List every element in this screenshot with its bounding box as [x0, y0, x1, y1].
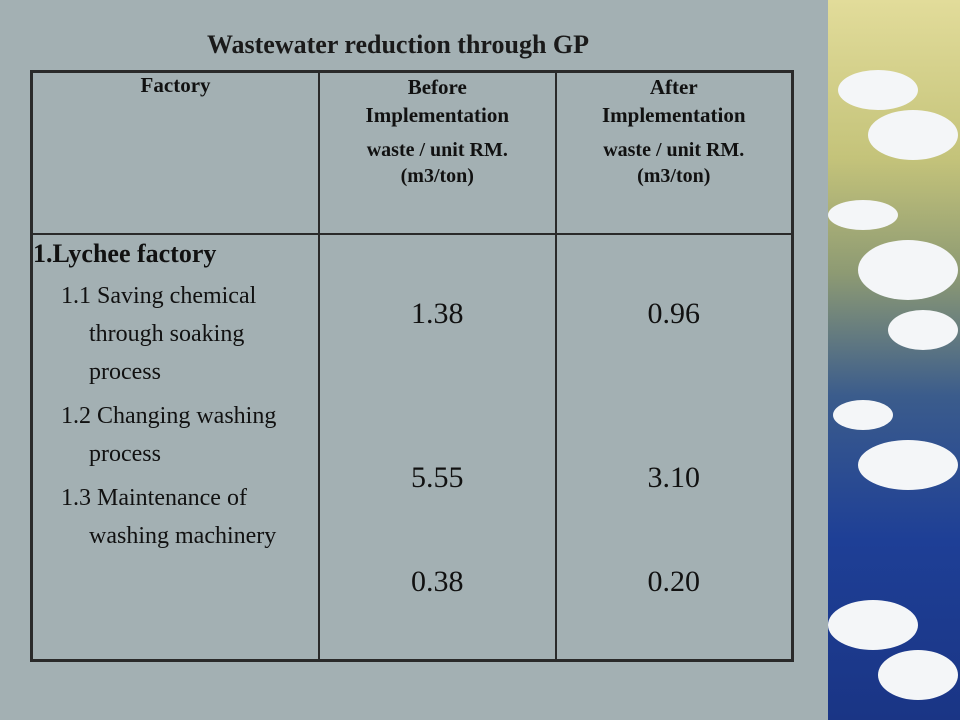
before-column: 1.38 5.55 0.38 — [318, 233, 557, 662]
header-factory: Factory — [30, 70, 321, 235]
header-after-unit: (m3/ton) — [637, 165, 711, 187]
factory-column: 1.Lychee factory 1.1 Saving chemical thr… — [30, 233, 321, 662]
before-value-3: 0.38 — [411, 565, 464, 598]
header-after-line1: After — [649, 75, 698, 99]
wave-illustration-icon — [828, 0, 960, 720]
after-value-2: 3.10 — [647, 461, 701, 494]
after-value-1: 0.96 — [647, 297, 701, 330]
header-before-line2: Implementation — [365, 103, 510, 127]
header-factory-label: Factory — [140, 73, 211, 97]
table-body-row: 1.Lychee factory 1.1 Saving chemical thr… — [30, 233, 794, 662]
header-after-line2: Implementation — [602, 103, 746, 127]
header-after-line3: waste / unit RM. — [603, 139, 745, 161]
wastewater-table: Factory Before Implementation waste / un… — [30, 70, 794, 662]
header-before-line1: Before — [407, 75, 467, 99]
row-label-1: 1.1 Saving chemical through soaking proc… — [61, 283, 257, 385]
before-value-1: 1.38 — [411, 297, 464, 330]
row-label-3: 1.3 Maintenance of washing machinery — [61, 485, 277, 549]
header-before-line3: waste / unit RM. — [366, 139, 508, 161]
before-value-2: 5.55 — [411, 461, 464, 494]
table-header-row: Factory Before Implementation waste / un… — [30, 70, 794, 235]
header-before: Before Implementation waste / unit RM. (… — [318, 70, 557, 235]
after-column: 0.96 3.10 0.20 — [554, 233, 794, 662]
page-title: Wastewater reduction through GP — [206, 30, 590, 59]
after-value-3: 0.20 — [647, 565, 701, 598]
header-after: After Implementation waste / unit RM. (m… — [554, 70, 794, 235]
header-before-unit: (m3/ton) — [400, 165, 474, 187]
row-label-2: 1.2 Changing washing process — [61, 403, 277, 467]
factory-name: 1.Lychee factory — [33, 239, 217, 268]
